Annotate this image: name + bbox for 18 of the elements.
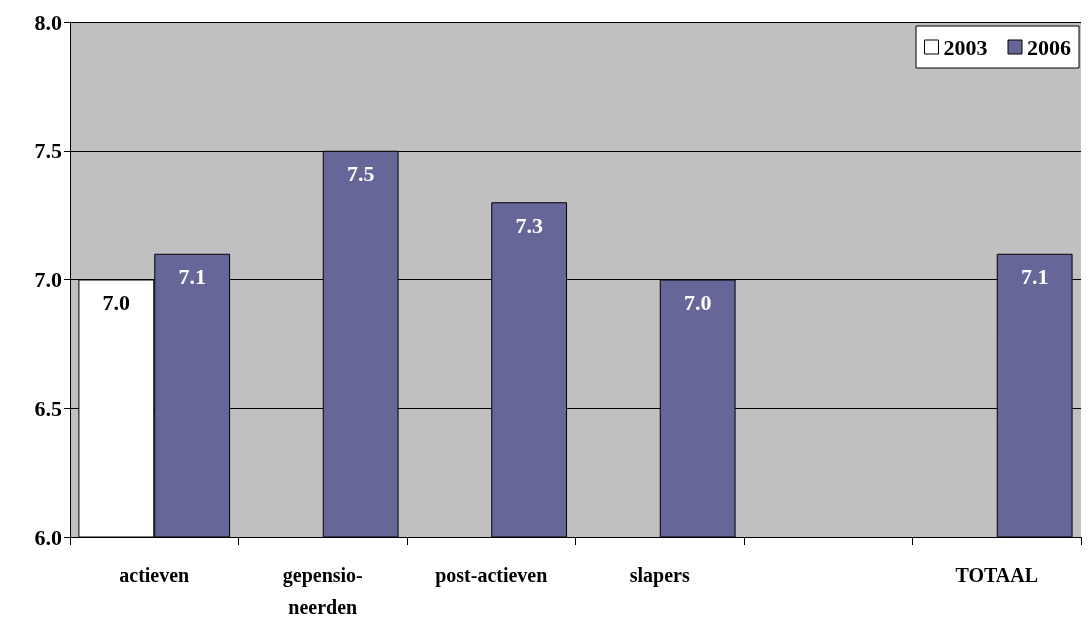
x-tick-label: slapers — [629, 564, 690, 587]
y-tick-label: 7.5 — [34, 138, 62, 164]
x-tick-label: post-actieven — [435, 564, 548, 587]
x-tick-label: actieven — [119, 564, 190, 586]
data-label: 7.1 — [1020, 264, 1049, 290]
legend-label: 2006 — [1027, 34, 1071, 60]
data-label: 7.1 — [178, 264, 206, 290]
x-tick-label: TOTAAL — [955, 564, 1039, 586]
x-tick-label: gepensio- neerden — [282, 564, 363, 618]
data-label: 7.0 — [683, 290, 712, 315]
y-tick-label: 8.0 — [34, 9, 62, 35]
y-tick-label: 6.0 — [34, 524, 62, 550]
y-tick-label: 7.0 — [34, 267, 62, 292]
data-label: 7.5 — [346, 161, 375, 187]
y-tick-label: 6.5 — [34, 395, 62, 421]
data-label: 7.0 — [102, 290, 131, 315]
legend-label: 2003 — [943, 34, 988, 60]
data-label: 7.3 — [515, 212, 543, 238]
